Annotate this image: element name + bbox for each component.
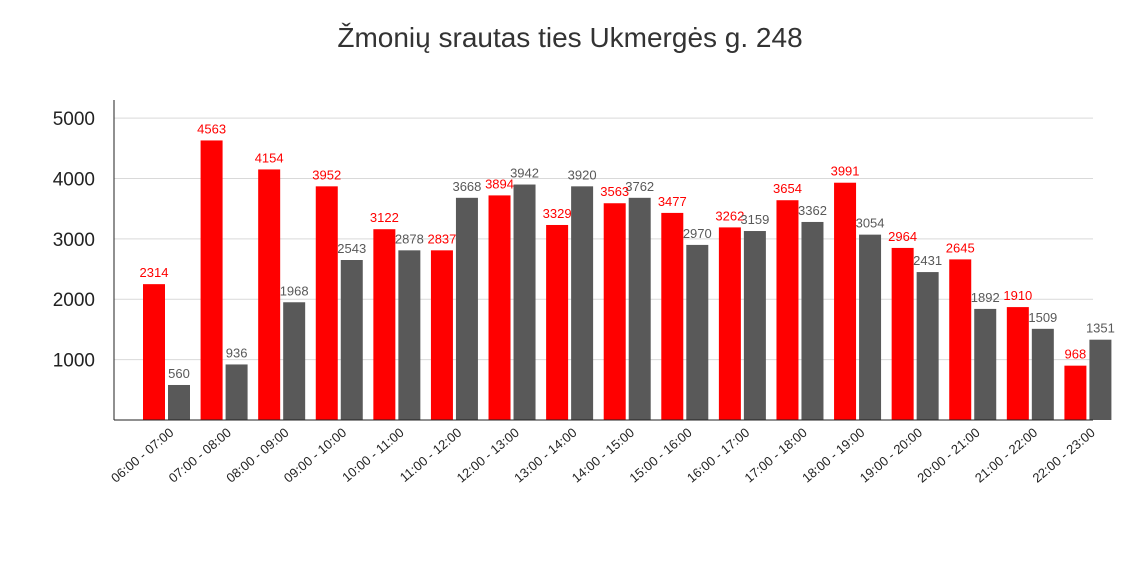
bar-series-1 xyxy=(373,229,396,420)
bars xyxy=(143,140,1112,421)
y-tick-label: 5000 xyxy=(53,109,95,130)
bar-series-2 xyxy=(743,231,766,420)
bar-series-2 xyxy=(1089,339,1112,420)
bar-series-2 xyxy=(1031,328,1054,420)
data-label-series-1: 3654 xyxy=(773,181,802,196)
data-label-series-1: 4563 xyxy=(197,121,226,136)
data-label-series-1: 3477 xyxy=(658,194,687,209)
x-tick-label: 12:00 - 13:00 xyxy=(454,425,522,486)
x-tick-label: 09:00 - 10:00 xyxy=(281,425,349,486)
y-tick-label: 2000 xyxy=(53,290,95,311)
data-label-series-1: 2964 xyxy=(888,229,917,244)
data-label-series-2: 2970 xyxy=(683,226,712,241)
data-label-series-1: 2314 xyxy=(140,265,169,280)
data-label-series-2: 3942 xyxy=(510,166,539,181)
data-labels: 2314 560 4563 936 4154 1968 3952 2543 3122 2878 28… xyxy=(140,121,1115,381)
data-label-series-2: 3159 xyxy=(740,212,769,227)
x-tick-label: 20:00 - 21:00 xyxy=(914,425,982,486)
bar-series-1 xyxy=(143,284,165,420)
bar-series-1 xyxy=(1064,365,1087,420)
bar-series-1 xyxy=(718,227,741,420)
data-label-series-1: 4154 xyxy=(255,150,284,165)
chart-title: Žmonių srautas ties Ukmergės g. 248 xyxy=(337,22,803,53)
data-label-series-1: 3563 xyxy=(600,184,629,199)
data-label-series-1: 2837 xyxy=(427,231,456,246)
bar-series-2 xyxy=(686,244,709,420)
data-label-series-2: 3362 xyxy=(798,203,827,218)
bar-series-2 xyxy=(571,186,594,420)
data-label-series-1: 2645 xyxy=(946,240,975,255)
data-label-series-2: 2431 xyxy=(913,253,942,268)
data-label-series-2: 3920 xyxy=(568,167,597,182)
bar-series-1 xyxy=(776,200,799,420)
bar-series-1 xyxy=(949,259,972,420)
data-label-series-1: 3894 xyxy=(485,176,514,191)
data-label-series-2: 560 xyxy=(168,366,190,381)
bar-series-2 xyxy=(283,302,306,420)
data-label-series-2: 1968 xyxy=(280,283,309,298)
bar-series-2 xyxy=(916,272,939,420)
data-label-series-2: 3054 xyxy=(856,216,885,231)
bar-series-1 xyxy=(834,182,857,420)
x-tick-label: 13:00 - 14:00 xyxy=(511,425,579,486)
data-label-series-2: 1892 xyxy=(971,290,1000,305)
y-axis-ticks: 1000 2000 3000 4000 5000 xyxy=(53,109,95,372)
bar-series-1 xyxy=(430,250,453,420)
y-tick-label: 3000 xyxy=(53,230,95,251)
x-tick-label: 18:00 - 19:00 xyxy=(799,425,867,486)
bar-series-2 xyxy=(628,197,651,420)
y-tick-label: 4000 xyxy=(53,169,95,190)
data-label-series-1: 3122 xyxy=(370,210,399,225)
bar-series-1 xyxy=(315,186,338,420)
x-tick-label: 19:00 - 20:00 xyxy=(857,425,925,486)
x-tick-label: 10:00 - 11:00 xyxy=(339,425,407,485)
data-label-series-2: 1509 xyxy=(1028,310,1057,325)
data-label-series-2: 2878 xyxy=(395,231,424,246)
x-tick-label: 22:00 - 23:00 xyxy=(1030,425,1098,486)
data-label-series-2: 1351 xyxy=(1086,321,1115,336)
bar-series-1 xyxy=(891,247,914,420)
bar-series-2 xyxy=(801,221,824,420)
bar-series-1 xyxy=(488,195,511,420)
bar-series-2 xyxy=(168,384,190,420)
x-tick-label: 07:00 - 08:00 xyxy=(166,425,234,486)
bar-series-2 xyxy=(455,197,478,420)
x-tick-label: 14:00 - 15:00 xyxy=(569,425,637,486)
bar-series-2 xyxy=(340,260,363,420)
bar-series-2 xyxy=(859,234,882,420)
data-label-series-1: 968 xyxy=(1065,347,1087,362)
x-tick-label: 06:00 - 07:00 xyxy=(108,425,176,486)
x-tick-label: 17:00 - 18:00 xyxy=(742,425,810,486)
bar-series-1 xyxy=(258,169,281,420)
data-label-series-2: 3668 xyxy=(452,179,481,194)
y-tick-label: 1000 xyxy=(53,351,95,372)
bar-series-2 xyxy=(974,308,997,420)
x-tick-label: 15:00 - 16:00 xyxy=(626,425,694,486)
bar-series-1 xyxy=(603,203,626,420)
data-label-series-1: 3262 xyxy=(715,208,744,223)
bar-series-2 xyxy=(513,184,536,420)
data-label-series-2: 936 xyxy=(226,345,248,360)
bar-series-1 xyxy=(200,140,223,421)
data-label-series-1: 3329 xyxy=(543,206,572,221)
x-tick-label: 08:00 - 09:00 xyxy=(223,425,291,486)
data-label-series-2: 3762 xyxy=(625,179,654,194)
x-tick-label: 16:00 - 17:00 xyxy=(684,425,752,486)
data-label-series-1: 1910 xyxy=(1003,288,1032,303)
bar-series-2 xyxy=(225,364,248,420)
data-label-series-2: 2543 xyxy=(337,241,366,256)
bar-series-1 xyxy=(546,224,569,420)
x-tick-label: 21:00 - 22:00 xyxy=(972,425,1040,486)
bar-series-1 xyxy=(1006,307,1029,420)
bar-series-1 xyxy=(661,212,684,420)
bar-series-2 xyxy=(398,250,421,420)
data-label-series-1: 3952 xyxy=(312,167,341,182)
data-label-series-1: 3991 xyxy=(831,164,860,179)
